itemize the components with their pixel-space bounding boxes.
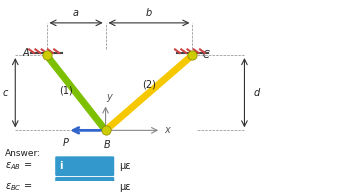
Text: B: B (104, 140, 111, 150)
Text: (1): (1) (59, 86, 72, 96)
Text: c: c (3, 88, 8, 98)
Text: P: P (63, 138, 69, 148)
Text: Answer:: Answer: (5, 149, 41, 158)
Point (103, 129, 108, 132)
FancyBboxPatch shape (55, 156, 114, 176)
FancyBboxPatch shape (55, 177, 114, 193)
Text: C: C (203, 50, 210, 60)
Text: με: με (119, 182, 131, 192)
Text: y: y (106, 92, 112, 102)
Text: A: A (22, 48, 29, 58)
Text: $\varepsilon_{AB}$ =: $\varepsilon_{AB}$ = (5, 160, 32, 172)
Text: $\varepsilon_{BC}$ =: $\varepsilon_{BC}$ = (5, 181, 32, 193)
Text: d: d (253, 88, 259, 98)
Text: a: a (73, 8, 79, 18)
Text: με: με (119, 161, 131, 171)
Text: x: x (164, 125, 170, 135)
Point (44, 54, 49, 57)
Text: (2): (2) (142, 80, 156, 90)
Text: i: i (59, 182, 62, 192)
Text: b: b (146, 8, 152, 18)
Point (190, 54, 195, 57)
Text: i: i (59, 161, 62, 171)
